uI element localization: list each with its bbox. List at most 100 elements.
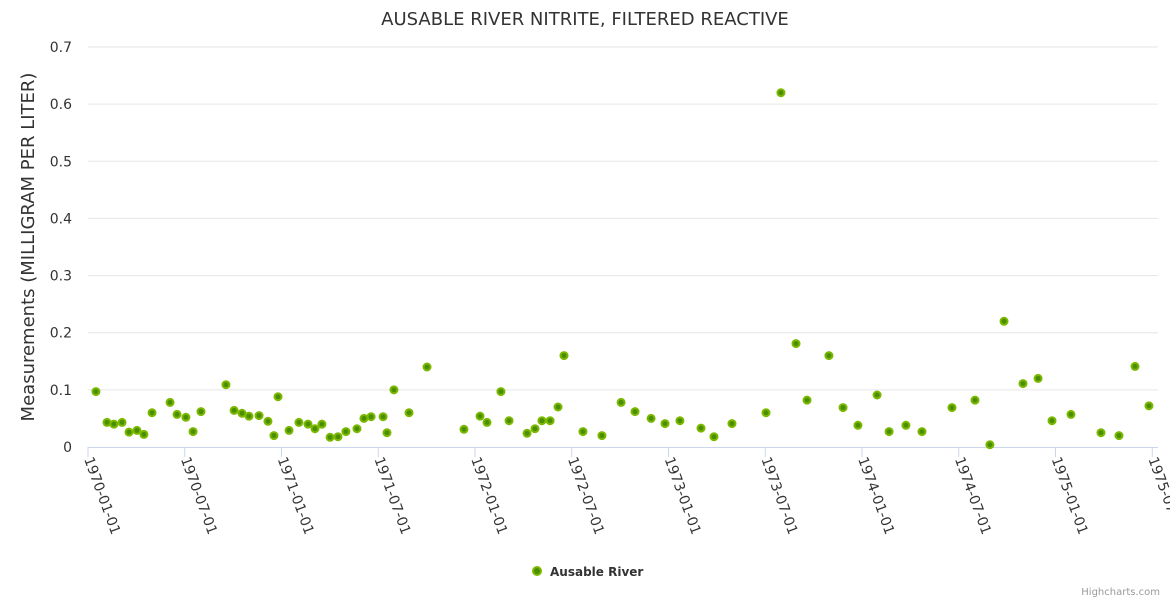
data-point [578,427,588,437]
data-point [333,432,343,442]
data-point [352,424,362,434]
data-point [132,425,142,435]
grid-lines [88,46,1158,391]
data-point [188,427,198,437]
data-point [1033,373,1043,383]
data-point [630,407,640,417]
y-tick-label: 0.3 [50,269,72,285]
data-point [91,387,101,397]
data-point [1096,428,1106,438]
data-point [696,423,706,433]
data-point [985,440,995,450]
x-axis: 1970-01-01 1970-07-01 1971-01-01 1971-07-01… [80,447,1170,537]
data-point [254,411,264,421]
data-point [422,362,432,372]
data-point [117,417,127,427]
data-point [616,397,626,407]
series-ausable-river [91,88,1154,450]
data-point [917,427,927,437]
data-point [389,385,399,395]
data-point [404,408,414,418]
data-point [660,419,670,429]
data-point [273,392,283,402]
credits-link[interactable]: Highcharts.com [1081,587,1160,598]
x-tick-label: 1973-07-01 [757,455,800,537]
data-point [853,420,863,430]
data-point [482,417,492,427]
data-point [303,419,313,429]
data-point [1047,416,1057,426]
data-point [147,408,157,418]
x-tick-label: 1973-01-01 [661,455,704,537]
y-tick-label: 0 [63,440,72,456]
data-point [165,397,175,407]
data-point [761,408,771,418]
data-point [459,424,469,434]
data-point [263,416,273,426]
y-tick-label: 0.1 [50,383,72,399]
data-point [559,351,569,361]
data-point [1130,361,1140,371]
data-point [139,429,149,439]
data-point [802,395,812,405]
data-point [545,416,555,426]
data-point [776,88,786,98]
data-point [366,412,376,422]
data-point [475,411,485,421]
data-point [196,407,206,417]
legend-marker [532,566,542,576]
data-point [838,403,848,413]
data-point [872,390,882,400]
data-point [675,416,685,426]
data-point [999,316,1009,326]
data-point [124,427,134,437]
data-point [537,416,547,426]
data-point [530,424,540,434]
x-tick-label: 1970-01-01 [80,455,123,537]
y-tick-label: 0.2 [50,326,72,342]
chart-title: AUSABLE RIVER NITRITE, FILTERED REACTIVE [381,9,789,30]
data-point [496,387,506,397]
data-point [244,411,254,421]
data-point [1144,401,1154,411]
y-tick-label: 0.6 [50,97,72,113]
data-point [884,427,894,437]
data-point [284,425,294,435]
data-point [901,420,911,430]
data-point [172,409,182,419]
x-tick-label: 1971-07-01 [370,455,413,537]
legend-label[interactable]: Ausable River [550,565,643,579]
data-point [378,412,388,422]
data-point [553,402,563,412]
x-tick-label: 1972-07-01 [564,455,607,537]
data-point [341,427,351,437]
y-tick-label: 0.4 [50,211,72,227]
data-point [522,428,532,438]
x-tick-label: 1975-07-01 [1144,455,1170,537]
data-point [597,431,607,441]
data-point [709,432,719,442]
data-point [791,339,801,349]
y-tick-label: 0.5 [50,154,72,170]
data-point [359,413,369,423]
data-point [109,419,119,429]
data-point [824,351,834,361]
data-point [294,417,304,427]
y-axis-ticks: 0 0.1 0.2 0.3 0.4 0.5 0.6 0.7 [50,40,72,456]
data-point [317,419,327,429]
x-tick-label: 1970-07-01 [177,455,220,537]
y-axis-label: Measurements (MILLIGRAM PER LITER) [18,73,39,422]
legend[interactable]: Ausable River [532,565,643,579]
x-tick-label: 1975-01-01 [1048,455,1091,537]
data-point [504,416,514,426]
data-point [1018,379,1028,389]
data-point [727,419,737,429]
y-tick-label: 0.7 [50,40,72,56]
data-point [1114,431,1124,441]
data-point [325,432,335,442]
data-point [221,380,231,390]
x-tick-label: 1974-07-01 [951,455,994,537]
data-point [646,413,656,423]
data-point [229,405,239,415]
data-point [1066,409,1076,419]
